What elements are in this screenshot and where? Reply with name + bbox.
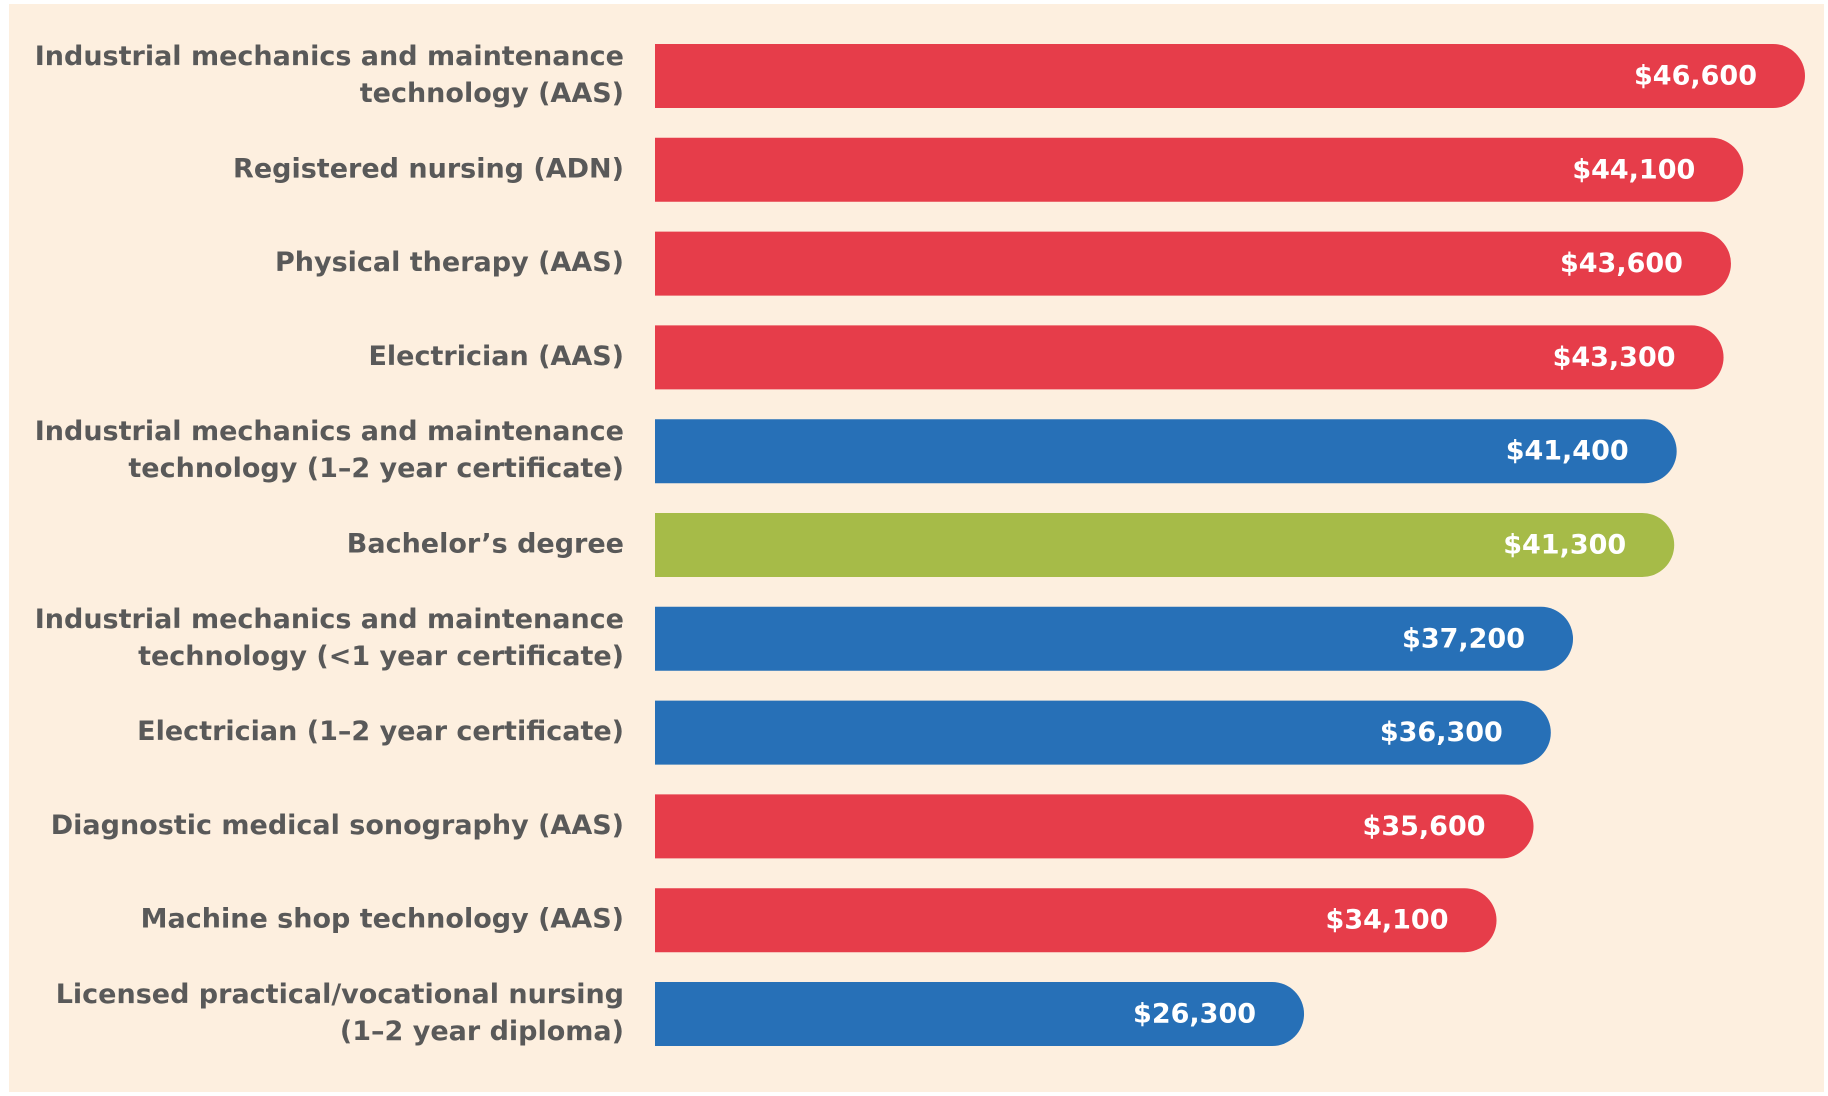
bar	[655, 419, 1677, 484]
category-label: (1–2 year diploma)	[340, 1016, 624, 1047]
value-label: $34,100	[1326, 905, 1449, 936]
bar	[655, 700, 1551, 765]
bar	[655, 606, 1574, 671]
category-label: Bachelor’s degree	[347, 529, 624, 560]
category-label: Electrician (1–2 year certificate)	[137, 716, 624, 747]
category-label: Electrician (AAS)	[368, 341, 624, 372]
category-label: Registered nursing (ADN)	[233, 153, 624, 184]
value-label: $46,600	[1634, 61, 1757, 92]
value-label: $43,600	[1560, 248, 1683, 279]
value-label: $37,200	[1402, 623, 1525, 654]
value-label: $36,300	[1380, 717, 1503, 748]
value-label: $44,100	[1572, 154, 1695, 185]
value-label: $35,600	[1363, 811, 1486, 842]
value-label: $41,400	[1506, 436, 1629, 467]
category-label: Licensed practical/vocational nursing	[56, 979, 624, 1010]
category-label: Diagnostic medical sonography (AAS)	[51, 810, 624, 841]
category-label: Industrial mechanics and maintenance	[35, 604, 624, 635]
category-label: technology (AAS)	[360, 78, 624, 109]
bar	[655, 513, 1675, 577]
bar	[655, 44, 1805, 108]
bar	[655, 231, 1731, 296]
bar	[655, 325, 1724, 390]
category-label: Machine shop technology (AAS)	[141, 904, 624, 935]
value-label: $41,300	[1503, 530, 1626, 561]
bar	[655, 982, 1305, 1046]
bar	[655, 794, 1534, 859]
category-label: technology (1–2 year certificate)	[128, 453, 624, 484]
category-label: Physical therapy (AAS)	[275, 247, 624, 278]
bar	[655, 137, 1744, 202]
value-label: $43,300	[1553, 342, 1676, 373]
category-label: Industrial mechanics and maintenance	[35, 416, 624, 447]
category-label: technology (<1 year certificate)	[138, 641, 624, 672]
value-label: $26,300	[1133, 999, 1256, 1030]
bar	[655, 888, 1497, 953]
category-label: Industrial mechanics and maintenance	[35, 41, 624, 72]
